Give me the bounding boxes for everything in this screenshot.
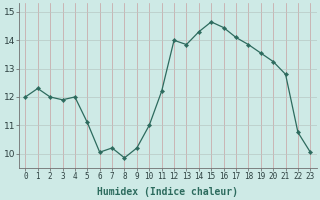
X-axis label: Humidex (Indice chaleur): Humidex (Indice chaleur) — [97, 186, 238, 197]
